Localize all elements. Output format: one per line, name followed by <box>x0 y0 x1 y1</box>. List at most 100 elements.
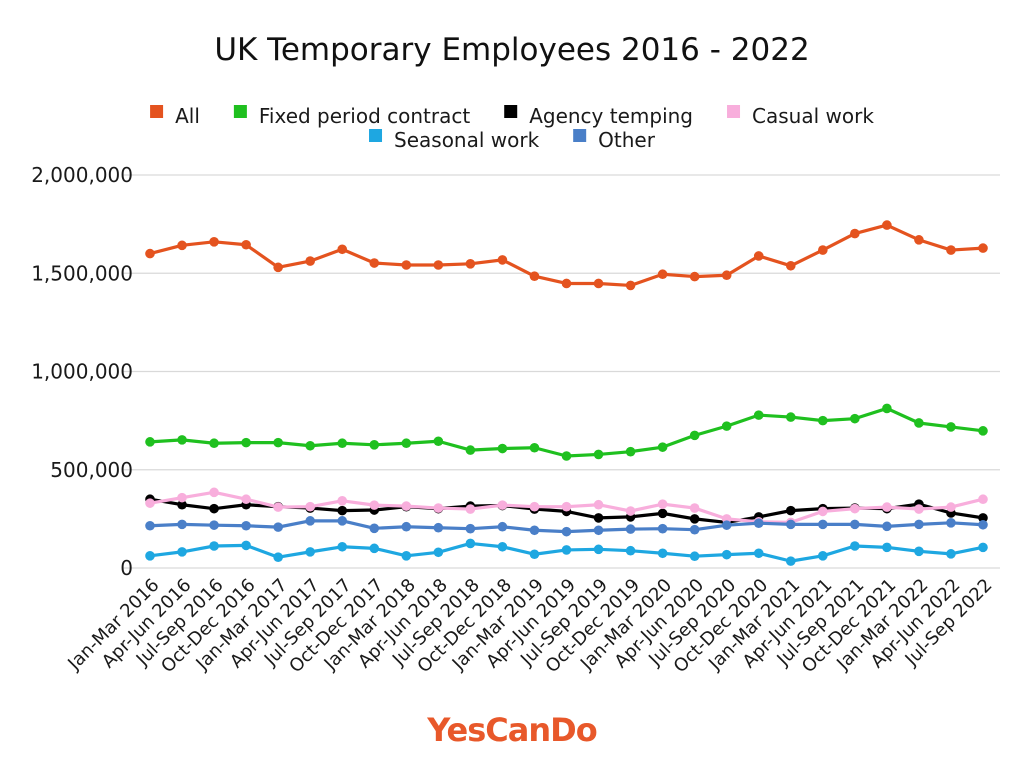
data-point <box>433 436 444 447</box>
data-point <box>145 520 155 531</box>
data-point <box>625 524 636 534</box>
data-point <box>882 502 892 512</box>
series-4 <box>145 538 988 566</box>
data-point <box>305 256 315 266</box>
data-point <box>241 520 251 531</box>
data-point <box>850 519 860 530</box>
legend: All Fixed period contract Agency temping Ca… <box>150 104 874 152</box>
data-point <box>914 504 924 514</box>
data-point <box>369 523 380 534</box>
data-point <box>465 259 476 269</box>
data-point <box>273 522 283 532</box>
series-5 <box>145 516 988 537</box>
data-point <box>946 549 956 559</box>
data-point <box>753 548 764 559</box>
legend-swatch <box>369 129 383 142</box>
data-point <box>593 513 604 523</box>
data-point <box>657 442 668 452</box>
chart-title: UK Temporary Employees 2016 - 2022 <box>214 32 809 68</box>
data-point <box>305 547 315 557</box>
data-point <box>882 403 892 414</box>
data-point <box>625 446 636 457</box>
data-point <box>561 278 572 289</box>
data-point <box>465 538 476 549</box>
data-point <box>785 412 796 422</box>
gridlines <box>122 174 1000 569</box>
data-point <box>177 519 187 530</box>
data-point <box>145 248 155 259</box>
data-point <box>850 228 860 239</box>
legend-swatch <box>504 105 518 118</box>
data-point <box>657 523 668 534</box>
legend-label: Agency temping <box>529 104 693 128</box>
data-point <box>978 426 988 436</box>
data-point <box>818 415 828 426</box>
legend-label: Casual work <box>752 104 874 128</box>
data-point <box>209 503 219 514</box>
series-0 <box>145 220 988 291</box>
data-point <box>145 437 155 447</box>
data-point <box>978 542 988 553</box>
data-point <box>721 549 732 560</box>
data-point <box>337 495 348 506</box>
data-point <box>177 240 187 251</box>
data-point <box>433 503 444 513</box>
data-point <box>433 260 444 270</box>
data-point <box>657 499 668 509</box>
brand-logo: YesCanDo <box>426 711 596 749</box>
data-point <box>689 514 700 524</box>
legend-item: Casual work <box>727 104 874 128</box>
data-point <box>978 513 988 523</box>
data-point <box>657 508 668 519</box>
data-point <box>753 251 764 261</box>
data-point <box>145 551 155 561</box>
data-point <box>209 438 219 449</box>
data-point <box>529 271 540 281</box>
data-point <box>657 269 668 280</box>
legend-swatch <box>727 105 741 118</box>
data-point <box>850 413 860 424</box>
data-point <box>241 239 251 250</box>
data-point <box>978 494 988 505</box>
legend-item: Fixed period contract <box>233 104 470 128</box>
data-point <box>465 504 476 514</box>
legend-swatch <box>573 129 587 142</box>
data-point <box>337 244 348 255</box>
y-tick-label: 0 <box>120 556 133 580</box>
data-point <box>273 262 283 273</box>
data-point <box>914 418 924 428</box>
data-point <box>401 260 412 270</box>
data-point <box>785 260 796 271</box>
data-point <box>145 498 155 508</box>
data-point <box>689 551 700 562</box>
data-point <box>305 516 315 526</box>
data-point <box>529 442 540 453</box>
data-point <box>337 438 348 449</box>
data-point <box>593 499 604 510</box>
data-point <box>433 547 444 558</box>
data-point <box>209 520 219 530</box>
data-point <box>465 445 476 455</box>
y-tick-label: 2,000,000 <box>31 163 133 187</box>
data-point <box>337 516 348 526</box>
data-point <box>241 437 251 448</box>
data-point <box>914 546 924 557</box>
legend-label: Fixed period contract <box>259 104 470 128</box>
legend-item: All <box>150 104 200 128</box>
legend-item: Seasonal work <box>369 128 540 152</box>
data-point <box>273 437 283 448</box>
series-1 <box>145 403 988 461</box>
data-point <box>369 500 380 510</box>
data-point <box>593 278 604 289</box>
data-point <box>273 502 283 512</box>
data-point <box>369 258 380 268</box>
data-point <box>209 487 219 498</box>
data-point <box>689 271 700 282</box>
data-point <box>625 545 636 556</box>
data-point <box>946 422 956 432</box>
data-point <box>497 541 508 552</box>
data-point <box>529 549 540 560</box>
legend-swatch <box>150 105 164 118</box>
